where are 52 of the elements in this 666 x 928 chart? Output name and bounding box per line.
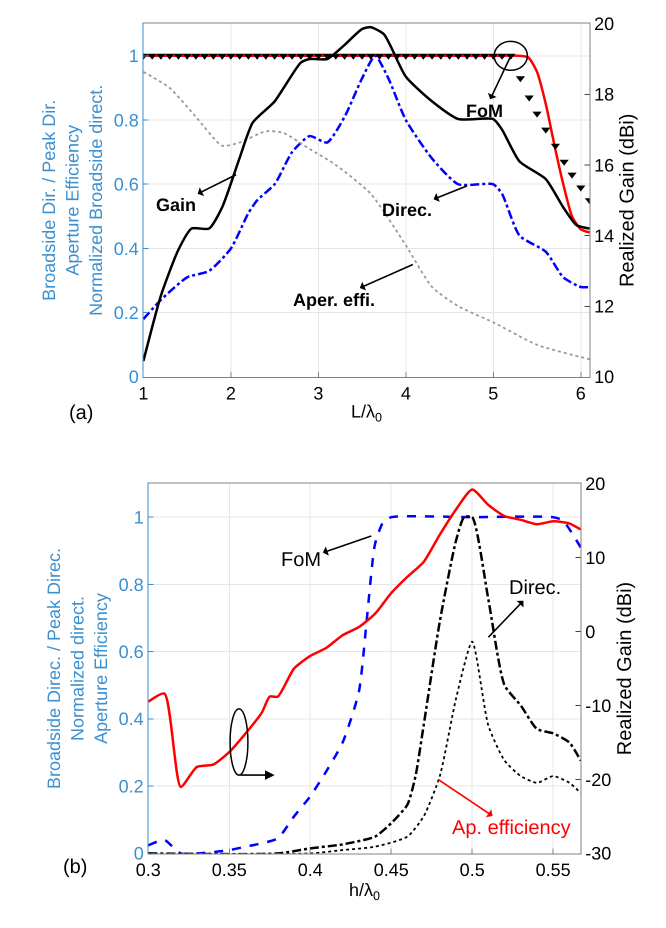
x-tick-label: 3 bbox=[313, 384, 324, 404]
annotation: FoM bbox=[466, 101, 503, 121]
y2-tick-label: -10 bbox=[585, 696, 612, 716]
y2-tick-label: 16 bbox=[594, 155, 614, 176]
y2-tick-label: 0 bbox=[585, 622, 596, 642]
y-tick-label: 0 bbox=[128, 367, 139, 388]
y2-tick-label: 14 bbox=[594, 226, 614, 246]
annotation: Gain bbox=[156, 195, 196, 215]
line-series bbox=[143, 54, 590, 320]
y2-tick-label: 20 bbox=[585, 474, 606, 494]
text: (b) bbox=[63, 856, 88, 878]
y2-tick-label: 10 bbox=[594, 367, 614, 388]
y-axis-title: Broadside Dir. / Peak Dir. Aperture Efficiency Normalized Broadside direct. bbox=[39, 84, 106, 316]
y2-tick-label: 10 bbox=[585, 548, 606, 568]
line-series bbox=[148, 488, 581, 788]
x-tick-label: 6 bbox=[576, 384, 586, 404]
x-tick-label: 0.35 bbox=[212, 860, 247, 880]
x-tick-label: 0.55 bbox=[536, 860, 571, 880]
y-tick-label: 0.8 bbox=[118, 574, 144, 595]
x-tick-label: 5 bbox=[488, 384, 498, 404]
y-tick-label: 1 bbox=[134, 507, 144, 528]
y-tick-label: 0.8 bbox=[114, 110, 139, 130]
annotation: Direc. bbox=[382, 200, 432, 220]
y2-tick-label: 12 bbox=[594, 296, 614, 317]
y2-tick-label: 18 bbox=[594, 84, 614, 105]
x-axis-title: h/λ$_{0}$ bbox=[348, 880, 380, 903]
x-tick-label: 0.4 bbox=[298, 860, 323, 880]
y-tick-label: 0.4 bbox=[114, 238, 139, 259]
y2-tick-label: -30 bbox=[585, 844, 612, 864]
x-tick-label: 2 bbox=[226, 384, 236, 404]
annotation: FoM bbox=[281, 549, 321, 571]
y-tick-label: 0.2 bbox=[118, 776, 144, 796]
y-tick-label: 1 bbox=[128, 46, 139, 66]
y2-axis-title: Realized Gain (dBi) bbox=[614, 582, 636, 756]
y-tick-label: 0.2 bbox=[114, 303, 139, 323]
y2-tick-label: -20 bbox=[585, 770, 612, 790]
annotation: Aper. effi. bbox=[293, 290, 376, 310]
y-axis-title: Broadside Direc. / Peak Direc. Normalized direct. Aperture Efficiency bbox=[44, 548, 111, 790]
y2-tick-label: 20 bbox=[594, 14, 614, 34]
text: (a) bbox=[69, 402, 94, 424]
x-tick-label: 4 bbox=[400, 384, 411, 404]
y-tick-label: 0.4 bbox=[118, 709, 144, 730]
x-tick-label: 0.5 bbox=[460, 860, 485, 880]
y-tick-label: 0.6 bbox=[114, 174, 139, 195]
y2-axis-title: Realized Gain (dBi) bbox=[616, 114, 639, 288]
y-tick-label: 0.6 bbox=[118, 642, 144, 662]
line-series bbox=[148, 514, 581, 854]
x-axis-title: L/λ$_{0}$ bbox=[350, 402, 382, 424]
annotation: Direc. bbox=[509, 577, 562, 599]
annotation: Ap. efficiency bbox=[452, 817, 571, 839]
line-series bbox=[143, 54, 590, 234]
x-tick-label: 0.45 bbox=[374, 860, 409, 880]
